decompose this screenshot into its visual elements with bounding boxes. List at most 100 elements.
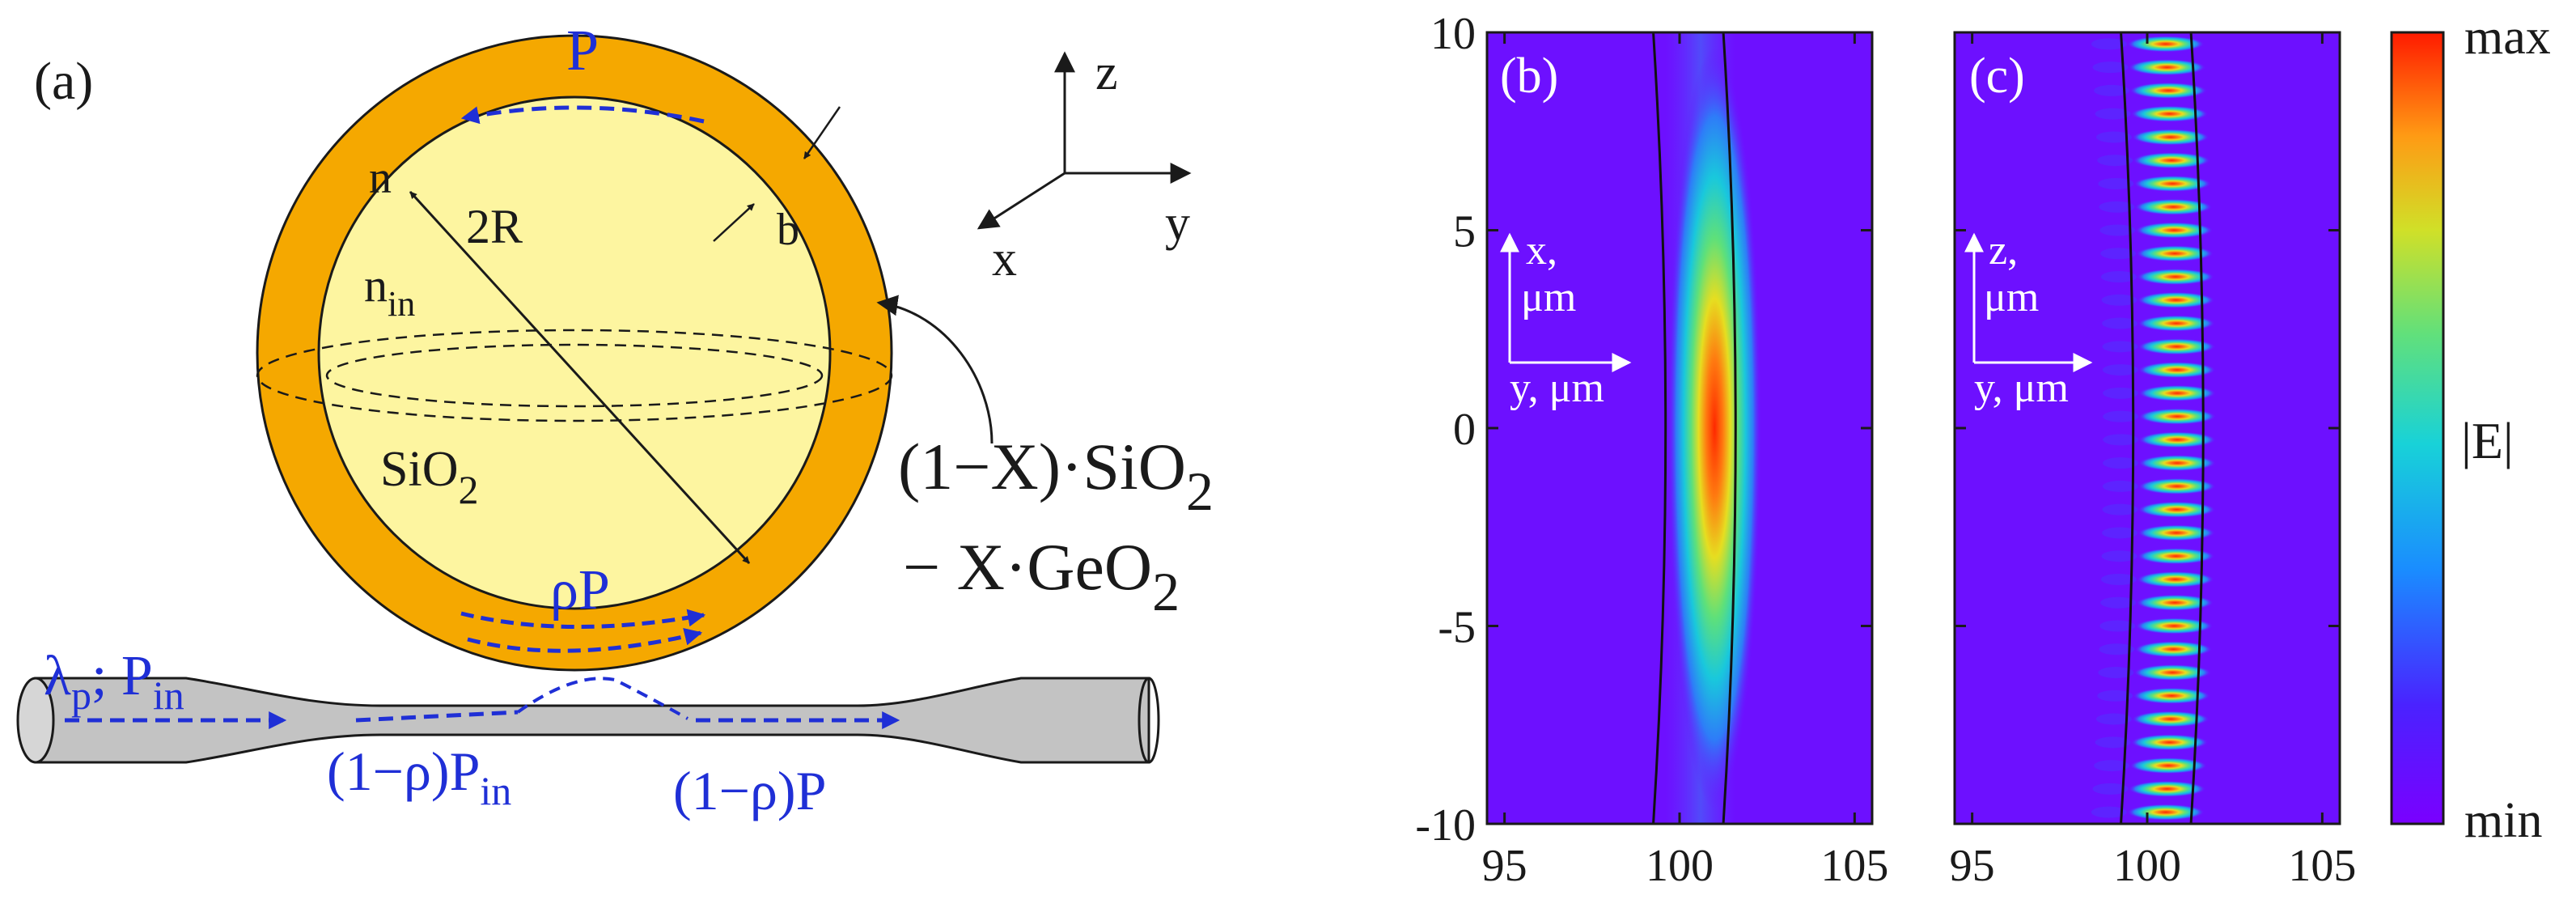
x-tick-label: 95 <box>1482 841 1527 891</box>
fringe-lobe <box>2137 384 2216 401</box>
colorbar: max min |E| <box>2390 10 2551 848</box>
waveguide-inner-boundary <box>1652 32 1667 824</box>
fringe-lobe <box>2137 338 2216 355</box>
y-axis-label: y <box>1165 196 1190 251</box>
x-tick-label: 100 <box>2113 841 2181 891</box>
panel-a: (a) n 2R b nin SiO2 P ρP λp; Pin <box>16 18 1214 821</box>
fringe-lobe <box>2136 594 2214 611</box>
thickness-arrow-inner <box>713 203 755 242</box>
panel-b-label: (b) <box>1500 49 1558 104</box>
fringe-lobe <box>2129 757 2208 774</box>
y-tick-label: 5 <box>1453 207 1476 257</box>
fringe-ripple <box>2100 573 2137 585</box>
fringe-lobe <box>2137 362 2216 379</box>
fringe-ripple <box>2094 84 2130 96</box>
core-material-label: SiO2 <box>380 442 478 512</box>
fringe-ripple <box>2095 736 2131 749</box>
fringe-ripple <box>2102 503 2138 516</box>
thickness-label: b <box>777 205 799 255</box>
shell-material-line-2: − X·GeO2 <box>903 530 1180 622</box>
fringe-lobe <box>2137 315 2216 332</box>
x-tick-label: 105 <box>1820 841 1888 891</box>
fringe-ripple <box>2103 434 2139 446</box>
coupling-arrow-upper <box>460 609 706 629</box>
circulating-power-arrow <box>460 105 705 125</box>
fringe-lobe <box>2133 152 2211 169</box>
shell-material-line-1: (1−X)·SiO2 <box>898 430 1214 522</box>
fringe-lobe <box>2138 431 2217 448</box>
fringe-lobe <box>2137 291 2215 308</box>
colorbar-max-label: max <box>2464 10 2551 65</box>
diameter-arrow <box>409 190 751 565</box>
colorbar-gradient <box>2390 31 2445 825</box>
coupled-power-label: ρP <box>550 559 610 622</box>
fringe-ripple <box>2099 201 2135 213</box>
fringe-lobe <box>2128 780 2206 797</box>
input-label: λp; Pin <box>44 645 184 718</box>
panel-b-horizontal-axis-label: y, μm <box>1510 365 1604 411</box>
x-tick-label: 100 <box>1646 841 1714 891</box>
coupling-arrow-cross <box>516 677 688 720</box>
fringe-lobe <box>2137 477 2216 494</box>
thickness-arrow-outer <box>803 106 841 159</box>
fringe-lobe <box>2134 641 2213 658</box>
fringe-ripple <box>2101 550 2137 562</box>
fringe-lobe <box>2133 687 2211 704</box>
fringe-ripple <box>2102 387 2138 399</box>
fringe-ripple <box>2100 248 2137 260</box>
fringe-lobe <box>2137 524 2216 541</box>
fringe-lobe <box>2137 455 2216 472</box>
fringe-ripple <box>2100 271 2137 283</box>
fringe-lobe <box>2135 222 2214 239</box>
panel-c-horizontal-axis-label: y, μm <box>1974 365 2069 411</box>
fringe-lobe <box>2130 105 2209 122</box>
fringe-ripple <box>2099 224 2136 236</box>
fringe-ripple <box>2095 108 2131 120</box>
x-tick-label: 95 <box>1950 841 1995 891</box>
colorbar-title: |E| <box>2461 412 2514 469</box>
coordinate-axes: z y x <box>977 45 1192 286</box>
fiber-output-end <box>1138 677 1160 764</box>
fringe-ripple <box>2099 643 2135 656</box>
fringe-lobe <box>2130 734 2209 751</box>
panel-c-label: (c) <box>1969 49 2025 104</box>
fringe-lobe <box>2131 129 2210 146</box>
fringe-ripple <box>2102 317 2138 329</box>
fringe-ripple <box>2102 364 2138 376</box>
fringe-ripple <box>2098 177 2134 189</box>
y-tick-label: 10 <box>1430 9 1476 59</box>
material-pointer-arrow <box>876 295 994 444</box>
panel-c-plot-area <box>1955 32 2340 824</box>
fringe-ripple <box>2091 38 2127 50</box>
fringe-ripple <box>2102 527 2138 539</box>
fringe-lobe <box>2133 664 2212 681</box>
x-tick-label: 105 <box>2288 841 2356 891</box>
z-axis-label: z <box>1095 45 1118 100</box>
colorbar-min-label: min <box>2464 793 2542 848</box>
fringe-lobe <box>2133 175 2212 192</box>
fringe-lobe <box>2136 245 2214 262</box>
waveguide-outer-boundary <box>2189 32 2205 824</box>
fringe-lobe <box>2138 408 2217 425</box>
fringe-ripple <box>2102 480 2138 492</box>
fringe-ripple <box>2097 689 2133 702</box>
fringe-ripple <box>2092 62 2129 74</box>
waveguide-outer-boundary <box>1722 32 1737 824</box>
silica-core <box>317 95 832 610</box>
transmitted-output-label: (1−ρ)P <box>673 760 826 821</box>
through-arrow-left <box>355 710 519 723</box>
y-tick-label: 0 <box>1453 405 1476 455</box>
panel-c-heatmap <box>2091 32 2217 824</box>
fringe-lobe <box>2136 571 2214 588</box>
fringe-lobe <box>2135 617 2214 634</box>
fringe-ripple <box>2095 131 2132 143</box>
x-axis-arrow <box>977 172 1066 230</box>
fringe-ripple <box>2097 155 2133 167</box>
panel-c-vertical-axis-label-1: z, <box>1989 227 2018 274</box>
fringe-ripple <box>2099 620 2136 632</box>
panel-c: 95 100 105 (c) z, μm y, μm <box>1950 31 2356 891</box>
fringe-ripple <box>2102 341 2138 353</box>
panel-c-vertical-axis-label-2: μm <box>1984 274 2039 320</box>
